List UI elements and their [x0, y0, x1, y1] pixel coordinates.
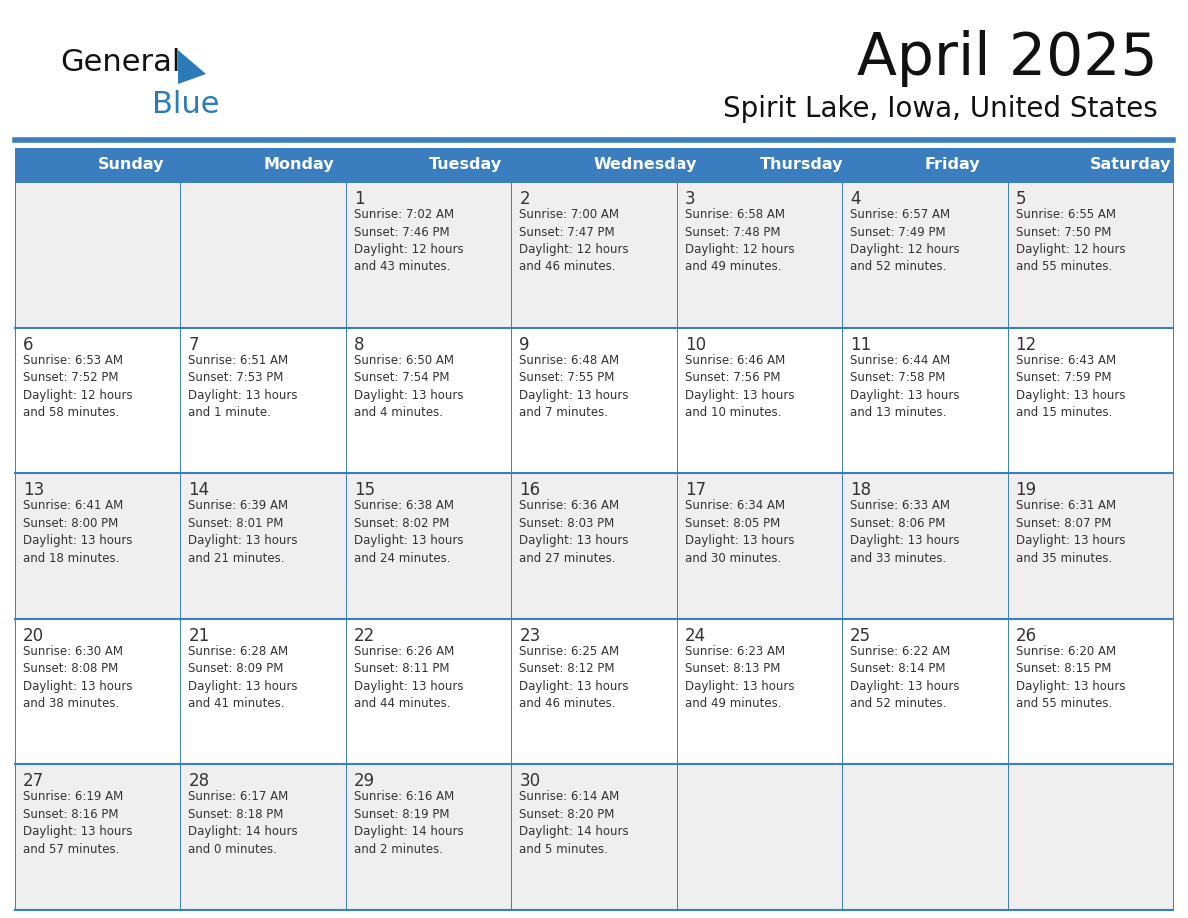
- Text: Sunrise: 6:26 AM
Sunset: 8:11 PM
Daylight: 13 hours
and 44 minutes.: Sunrise: 6:26 AM Sunset: 8:11 PM Dayligh…: [354, 644, 463, 711]
- Text: Sunrise: 6:51 AM
Sunset: 7:53 PM
Daylight: 13 hours
and 1 minute.: Sunrise: 6:51 AM Sunset: 7:53 PM Dayligh…: [189, 353, 298, 420]
- Bar: [15, 619, 1173, 765]
- Text: 11: 11: [851, 336, 871, 353]
- Text: Sunrise: 6:23 AM
Sunset: 8:13 PM
Daylight: 13 hours
and 49 minutes.: Sunrise: 6:23 AM Sunset: 8:13 PM Dayligh…: [684, 644, 795, 711]
- Bar: [15, 182, 1173, 328]
- Text: Sunrise: 6:57 AM
Sunset: 7:49 PM
Daylight: 12 hours
and 52 minutes.: Sunrise: 6:57 AM Sunset: 7:49 PM Dayligh…: [851, 208, 960, 274]
- Text: Sunrise: 6:25 AM
Sunset: 8:12 PM
Daylight: 13 hours
and 46 minutes.: Sunrise: 6:25 AM Sunset: 8:12 PM Dayligh…: [519, 644, 628, 711]
- Text: Sunday: Sunday: [97, 158, 164, 173]
- Text: Sunrise: 6:38 AM
Sunset: 8:02 PM
Daylight: 13 hours
and 24 minutes.: Sunrise: 6:38 AM Sunset: 8:02 PM Dayligh…: [354, 499, 463, 565]
- Text: Sunrise: 6:28 AM
Sunset: 8:09 PM
Daylight: 13 hours
and 41 minutes.: Sunrise: 6:28 AM Sunset: 8:09 PM Dayligh…: [189, 644, 298, 711]
- Text: Sunrise: 6:44 AM
Sunset: 7:58 PM
Daylight: 13 hours
and 13 minutes.: Sunrise: 6:44 AM Sunset: 7:58 PM Dayligh…: [851, 353, 960, 420]
- Text: 14: 14: [189, 481, 209, 499]
- Text: 9: 9: [519, 336, 530, 353]
- Text: Sunrise: 6:20 AM
Sunset: 8:15 PM
Daylight: 13 hours
and 55 minutes.: Sunrise: 6:20 AM Sunset: 8:15 PM Dayligh…: [1016, 644, 1125, 711]
- Polygon shape: [178, 50, 206, 84]
- Text: 20: 20: [23, 627, 44, 644]
- Text: Sunrise: 6:14 AM
Sunset: 8:20 PM
Daylight: 14 hours
and 5 minutes.: Sunrise: 6:14 AM Sunset: 8:20 PM Dayligh…: [519, 790, 628, 856]
- Text: Sunrise: 6:53 AM
Sunset: 7:52 PM
Daylight: 12 hours
and 58 minutes.: Sunrise: 6:53 AM Sunset: 7:52 PM Dayligh…: [23, 353, 133, 420]
- Text: 10: 10: [684, 336, 706, 353]
- Text: Spirit Lake, Iowa, United States: Spirit Lake, Iowa, United States: [723, 95, 1158, 123]
- Bar: [15, 328, 1173, 473]
- Text: 17: 17: [684, 481, 706, 499]
- Text: Saturday: Saturday: [1091, 158, 1171, 173]
- Text: 29: 29: [354, 772, 375, 790]
- Text: Sunrise: 6:16 AM
Sunset: 8:19 PM
Daylight: 14 hours
and 2 minutes.: Sunrise: 6:16 AM Sunset: 8:19 PM Dayligh…: [354, 790, 463, 856]
- Text: 24: 24: [684, 627, 706, 644]
- Text: Sunrise: 6:58 AM
Sunset: 7:48 PM
Daylight: 12 hours
and 49 minutes.: Sunrise: 6:58 AM Sunset: 7:48 PM Dayligh…: [684, 208, 795, 274]
- Text: Blue: Blue: [152, 90, 220, 119]
- Text: Sunrise: 6:36 AM
Sunset: 8:03 PM
Daylight: 13 hours
and 27 minutes.: Sunrise: 6:36 AM Sunset: 8:03 PM Dayligh…: [519, 499, 628, 565]
- Text: 13: 13: [23, 481, 44, 499]
- Text: Sunrise: 6:31 AM
Sunset: 8:07 PM
Daylight: 13 hours
and 35 minutes.: Sunrise: 6:31 AM Sunset: 8:07 PM Dayligh…: [1016, 499, 1125, 565]
- Text: Monday: Monday: [264, 158, 334, 173]
- Text: April 2025: April 2025: [858, 30, 1158, 87]
- Text: Sunrise: 6:39 AM
Sunset: 8:01 PM
Daylight: 13 hours
and 21 minutes.: Sunrise: 6:39 AM Sunset: 8:01 PM Dayligh…: [189, 499, 298, 565]
- Text: Sunrise: 7:02 AM
Sunset: 7:46 PM
Daylight: 12 hours
and 43 minutes.: Sunrise: 7:02 AM Sunset: 7:46 PM Dayligh…: [354, 208, 463, 274]
- Text: Tuesday: Tuesday: [429, 158, 501, 173]
- Text: 4: 4: [851, 190, 860, 208]
- Text: 22: 22: [354, 627, 375, 644]
- Text: Sunrise: 6:33 AM
Sunset: 8:06 PM
Daylight: 13 hours
and 33 minutes.: Sunrise: 6:33 AM Sunset: 8:06 PM Dayligh…: [851, 499, 960, 565]
- Text: 30: 30: [519, 772, 541, 790]
- Text: Sunrise: 7:00 AM
Sunset: 7:47 PM
Daylight: 12 hours
and 46 minutes.: Sunrise: 7:00 AM Sunset: 7:47 PM Dayligh…: [519, 208, 628, 274]
- Text: 18: 18: [851, 481, 871, 499]
- Text: 21: 21: [189, 627, 209, 644]
- Text: 1: 1: [354, 190, 365, 208]
- Text: 6: 6: [23, 336, 33, 353]
- Text: Sunrise: 6:41 AM
Sunset: 8:00 PM
Daylight: 13 hours
and 18 minutes.: Sunrise: 6:41 AM Sunset: 8:00 PM Dayligh…: [23, 499, 133, 565]
- Text: Sunrise: 6:50 AM
Sunset: 7:54 PM
Daylight: 13 hours
and 4 minutes.: Sunrise: 6:50 AM Sunset: 7:54 PM Dayligh…: [354, 353, 463, 420]
- Text: 2: 2: [519, 190, 530, 208]
- Text: Wednesday: Wednesday: [594, 158, 697, 173]
- Text: Sunrise: 6:17 AM
Sunset: 8:18 PM
Daylight: 14 hours
and 0 minutes.: Sunrise: 6:17 AM Sunset: 8:18 PM Dayligh…: [189, 790, 298, 856]
- Text: 19: 19: [1016, 481, 1037, 499]
- Text: Sunrise: 6:43 AM
Sunset: 7:59 PM
Daylight: 13 hours
and 15 minutes.: Sunrise: 6:43 AM Sunset: 7:59 PM Dayligh…: [1016, 353, 1125, 420]
- Text: 7: 7: [189, 336, 198, 353]
- Text: 15: 15: [354, 481, 375, 499]
- Bar: [15, 473, 1173, 619]
- Text: 26: 26: [1016, 627, 1037, 644]
- Text: Sunrise: 6:22 AM
Sunset: 8:14 PM
Daylight: 13 hours
and 52 minutes.: Sunrise: 6:22 AM Sunset: 8:14 PM Dayligh…: [851, 644, 960, 711]
- Text: 23: 23: [519, 627, 541, 644]
- Text: 27: 27: [23, 772, 44, 790]
- Bar: [15, 765, 1173, 910]
- Text: 16: 16: [519, 481, 541, 499]
- Text: 25: 25: [851, 627, 871, 644]
- Text: 28: 28: [189, 772, 209, 790]
- Text: Sunrise: 6:48 AM
Sunset: 7:55 PM
Daylight: 13 hours
and 7 minutes.: Sunrise: 6:48 AM Sunset: 7:55 PM Dayligh…: [519, 353, 628, 420]
- Text: 12: 12: [1016, 336, 1037, 353]
- Text: Sunrise: 6:30 AM
Sunset: 8:08 PM
Daylight: 13 hours
and 38 minutes.: Sunrise: 6:30 AM Sunset: 8:08 PM Dayligh…: [23, 644, 133, 711]
- Text: 8: 8: [354, 336, 365, 353]
- Text: Friday: Friday: [924, 158, 980, 173]
- Text: Sunrise: 6:34 AM
Sunset: 8:05 PM
Daylight: 13 hours
and 30 minutes.: Sunrise: 6:34 AM Sunset: 8:05 PM Dayligh…: [684, 499, 795, 565]
- Bar: [15, 148, 1173, 182]
- Text: Thursday: Thursday: [759, 158, 843, 173]
- Text: 3: 3: [684, 190, 695, 208]
- Text: Sunrise: 6:19 AM
Sunset: 8:16 PM
Daylight: 13 hours
and 57 minutes.: Sunrise: 6:19 AM Sunset: 8:16 PM Dayligh…: [23, 790, 133, 856]
- Text: General: General: [61, 48, 181, 77]
- Text: Sunrise: 6:55 AM
Sunset: 7:50 PM
Daylight: 12 hours
and 55 minutes.: Sunrise: 6:55 AM Sunset: 7:50 PM Dayligh…: [1016, 208, 1125, 274]
- Text: Sunrise: 6:46 AM
Sunset: 7:56 PM
Daylight: 13 hours
and 10 minutes.: Sunrise: 6:46 AM Sunset: 7:56 PM Dayligh…: [684, 353, 795, 420]
- Text: 5: 5: [1016, 190, 1026, 208]
